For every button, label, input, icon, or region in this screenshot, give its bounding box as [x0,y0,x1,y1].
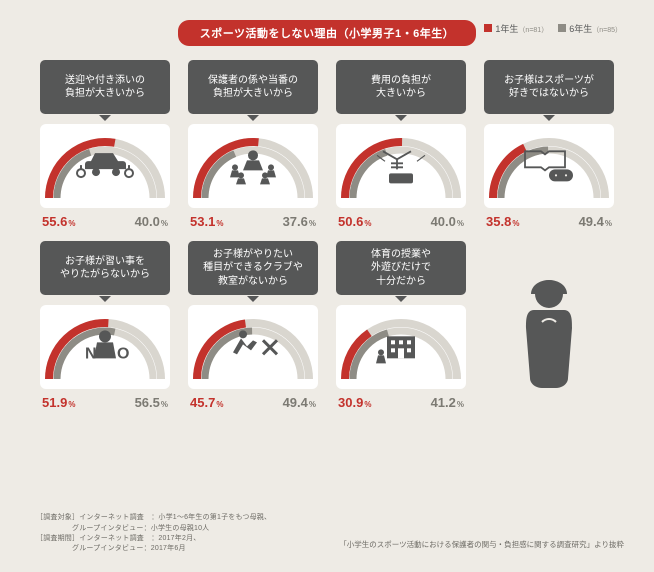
kick-x-icon [223,326,283,373]
footnote-line: ［調査期間］インターネット調査 ：2017年2月、 [36,534,271,544]
grade1-percent: 53.1% [190,214,223,229]
footnote-line: グループインタビュー：2017年6月 [36,544,271,554]
gauge [484,124,614,208]
svg-text:N: N [85,345,97,362]
grade1-percent: 50.6% [338,214,371,229]
grade6-percent: 40.0% [135,214,168,229]
header-row: スポーツ活動をしない理由（小学男子1・6年生） 1年生（n=81） 6年生（n=… [0,0,654,46]
person-silhouette [484,241,614,410]
money-icon [371,145,431,192]
reason-card-0: 送迎や付き添いの負担が大きいから 55.6% 40.0% [40,60,170,229]
book-game-icon [519,145,579,192]
reason-card-2: 費用の負担が大きいから 50.6% 40.0% [336,60,466,229]
reason-card-3: お子様はスポーツが好きではないから 35.8% 49.4% [484,60,614,229]
gauge: NO [40,305,170,389]
legend: 1年生（n=81） 6年生（n=85） [484,22,622,35]
reason-label: お子様が習い事をやりたがらないから [40,241,170,295]
legend-grade1: 1年生（n=81） [484,22,548,35]
grade6-percent: 37.6% [283,214,316,229]
grade6-percent: 49.4% [579,214,612,229]
gauge [336,305,466,389]
reason-label: お子様がやりたい種目ができるクラブや教室がないから [188,241,318,295]
no-icon: NO [75,326,135,373]
percent-row: 53.1% 37.6% [188,214,318,229]
gauge [188,124,318,208]
legend-grade6: 6年生（n=85） [558,22,622,35]
reason-card-6: 体育の授業や外遊びだけで十分だから 30.9% 41.2% [336,241,466,410]
percent-row: 30.9% 41.2% [336,395,466,410]
reason-label: 費用の負担が大きいから [336,60,466,114]
grade1-percent: 51.9% [42,395,75,410]
grade1-percent: 30.9% [338,395,371,410]
footnote-line: グループインタビュー：小学生の母親10人 [36,524,271,534]
reason-label: お子様はスポーツが好きではないから [484,60,614,114]
grade1-percent: 55.6% [42,214,75,229]
reason-card-5: お子様がやりたい種目ができるクラブや教室がないから 45.7% 49.4% [188,241,318,410]
grade1-percent: 35.8% [486,214,519,229]
percent-row: 51.9% 56.5% [40,395,170,410]
car-icon [74,147,136,190]
school-icon [371,326,431,373]
reason-label: 送迎や付き添いの負担が大きいから [40,60,170,114]
gauge [188,305,318,389]
title-pill: スポーツ活動をしない理由（小学男子1・6年生） [178,20,477,46]
grade6-percent: 40.0% [431,214,464,229]
reason-label: 体育の授業や外遊びだけで十分だから [336,241,466,295]
grade6-percent: 49.4% [283,395,316,410]
gauge [40,124,170,208]
grade6-percent: 56.5% [135,395,168,410]
reason-card-4: お子様が習い事をやりたがらないから NO 51.9% 56.5% [40,241,170,410]
reason-card-1: 保護者の係や当番の負担が大きいから 53.1% 37.6% [188,60,318,229]
grade6-percent: 41.2% [431,395,464,410]
gauge [336,124,466,208]
percent-row: 55.6% 40.0% [40,214,170,229]
reason-label: 保護者の係や当番の負担が大きいから [188,60,318,114]
grade1-percent: 45.7% [190,395,223,410]
cards-row-1: 送迎や付き添いの負担が大きいから 55.6% 40.0% 保護者の係や当番の負担… [0,60,654,229]
svg-text:O: O [117,345,129,362]
percent-row: 50.6% 40.0% [336,214,466,229]
percent-row: 35.8% 49.4% [484,214,614,229]
footnote-line: ［調査対象］インターネット調査 ：小学1〜6年生の第1子をもつ母親、 [36,513,271,523]
cards-row-2: お子様が習い事をやりたがらないから NO 51.9% 56.5% お子様がやりた… [0,241,654,410]
survey-footnotes: ［調査対象］インターネット調査 ：小学1〜6年生の第1子をもつ母親、 グループイ… [36,513,271,554]
citation: 「小学生のスポーツ活動における保護者の関与・負担感に関する調査研究」より抜粋 [339,539,624,550]
percent-row: 45.7% 49.4% [188,395,318,410]
group-icon [223,145,283,192]
